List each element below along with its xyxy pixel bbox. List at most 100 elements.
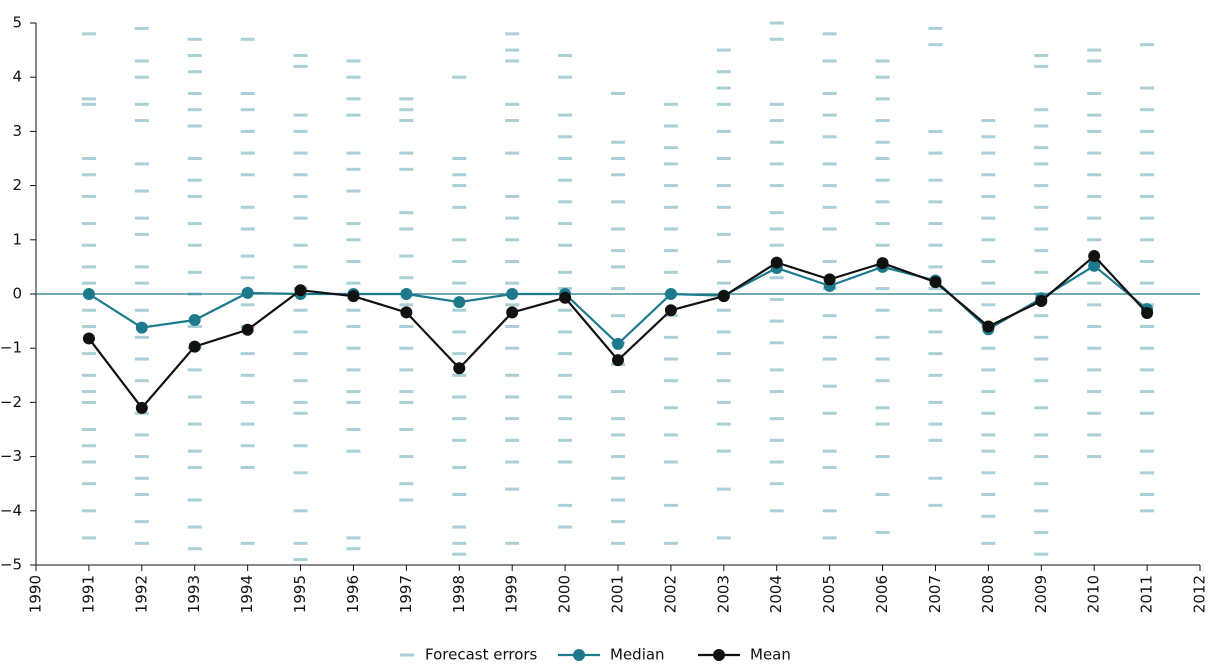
- forecast-error: [346, 238, 361, 242]
- forecast-error: [611, 91, 625, 95]
- forecast-error: [452, 438, 467, 442]
- forecast-error: [1087, 346, 1102, 350]
- forecast-error: [452, 493, 467, 497]
- forecast-error: [822, 509, 837, 513]
- forecast-error: [1140, 325, 1155, 329]
- forecast-error: [187, 498, 202, 502]
- y-tick-label: 5: [12, 14, 22, 32]
- forecast-error: [452, 184, 467, 188]
- forecast-error: [558, 178, 573, 182]
- forecast-error: [293, 471, 308, 475]
- forecast-error: [822, 227, 837, 231]
- y-tick-label: −3: [0, 447, 22, 465]
- forecast-error: [1140, 216, 1155, 220]
- forecast-error: [822, 259, 837, 263]
- x-tick-label: 1990: [27, 575, 45, 613]
- forecast-error: [981, 119, 996, 123]
- forecast-error: [875, 243, 890, 247]
- y-tick-label: 1: [12, 230, 22, 248]
- forecast-error: [769, 243, 784, 247]
- x-tick-label: 2007: [926, 575, 944, 613]
- forecast-error: [875, 455, 890, 459]
- x-tick-label: 2012: [1191, 575, 1209, 613]
- forecast-error: [1140, 86, 1155, 90]
- y-tick-label: −1: [0, 339, 22, 357]
- forecast-error: [875, 140, 890, 144]
- forecast-error: [769, 460, 784, 464]
- x-tick-label: 2010: [1085, 575, 1103, 613]
- forecast-error: [1087, 411, 1102, 415]
- forecast-error: [558, 503, 573, 507]
- point: [876, 257, 889, 270]
- forecast-error: [346, 390, 361, 394]
- forecast-error: [1087, 59, 1102, 63]
- forecast-error: [452, 552, 467, 556]
- forecast-error: [822, 135, 837, 139]
- forecast-error: [663, 406, 678, 410]
- forecast-error: [663, 102, 678, 106]
- forecast-error: [981, 135, 996, 139]
- forecast-error: [1140, 43, 1155, 47]
- point: [770, 256, 783, 269]
- forecast-error: [663, 503, 678, 507]
- forecast-error: [187, 547, 202, 551]
- legend-label: Forecast errors: [425, 646, 538, 664]
- forecast-error: [399, 211, 414, 215]
- forecast-error: [1034, 314, 1049, 318]
- forecast-error: [981, 346, 996, 350]
- forecast-error: [558, 308, 573, 312]
- point: [400, 306, 413, 319]
- forecast-error: [558, 200, 573, 204]
- forecast-error: [663, 541, 678, 545]
- forecast-error: [875, 379, 890, 383]
- forecast-error: [346, 59, 361, 63]
- forecast-error: [1087, 238, 1102, 242]
- forecast-error: [1034, 184, 1049, 188]
- forecast-error: [134, 281, 149, 285]
- forecast-error: [822, 536, 837, 540]
- forecast-error: [1034, 455, 1049, 459]
- point: [453, 362, 466, 375]
- point: [559, 291, 572, 304]
- forecast-error: [1087, 216, 1102, 220]
- forecast-error: [875, 178, 890, 182]
- point: [506, 306, 519, 319]
- forecast-error: [1140, 368, 1155, 372]
- forecast-error: [875, 530, 890, 534]
- forecast-error: [716, 157, 731, 160]
- forecast-error: [716, 70, 731, 74]
- forecast-error: [1034, 124, 1049, 128]
- forecast-error: [1087, 129, 1102, 133]
- forecast-error: [346, 222, 361, 226]
- forecast-error: [611, 541, 625, 545]
- forecast-error: [452, 205, 467, 209]
- forecast-error: [134, 357, 149, 361]
- forecast-error: [716, 48, 731, 52]
- forecast-error: [822, 335, 837, 339]
- forecast-error: [981, 433, 996, 437]
- forecast-error: [81, 536, 96, 540]
- forecast-error: [822, 113, 837, 117]
- point: [135, 401, 148, 414]
- forecast-error: [663, 162, 678, 166]
- forecast-error: [1087, 113, 1102, 117]
- point: [664, 288, 677, 300]
- forecast-error: [928, 438, 943, 442]
- forecast-error: [716, 422, 731, 426]
- forecast-error: [1034, 162, 1049, 166]
- forecast-error: [769, 102, 784, 106]
- forecast-error: [981, 259, 996, 263]
- point: [188, 314, 201, 327]
- forecast-error: [81, 428, 96, 431]
- forecast-error: [187, 108, 202, 112]
- forecast-error: [663, 335, 678, 339]
- point: [1141, 306, 1154, 319]
- forecast-error: [452, 157, 467, 160]
- forecast-error: [822, 91, 837, 95]
- forecast-error: [1034, 406, 1049, 410]
- forecast-error: [822, 162, 837, 166]
- forecast-error: [611, 455, 625, 459]
- forecast-error: [81, 460, 96, 464]
- point: [929, 276, 942, 289]
